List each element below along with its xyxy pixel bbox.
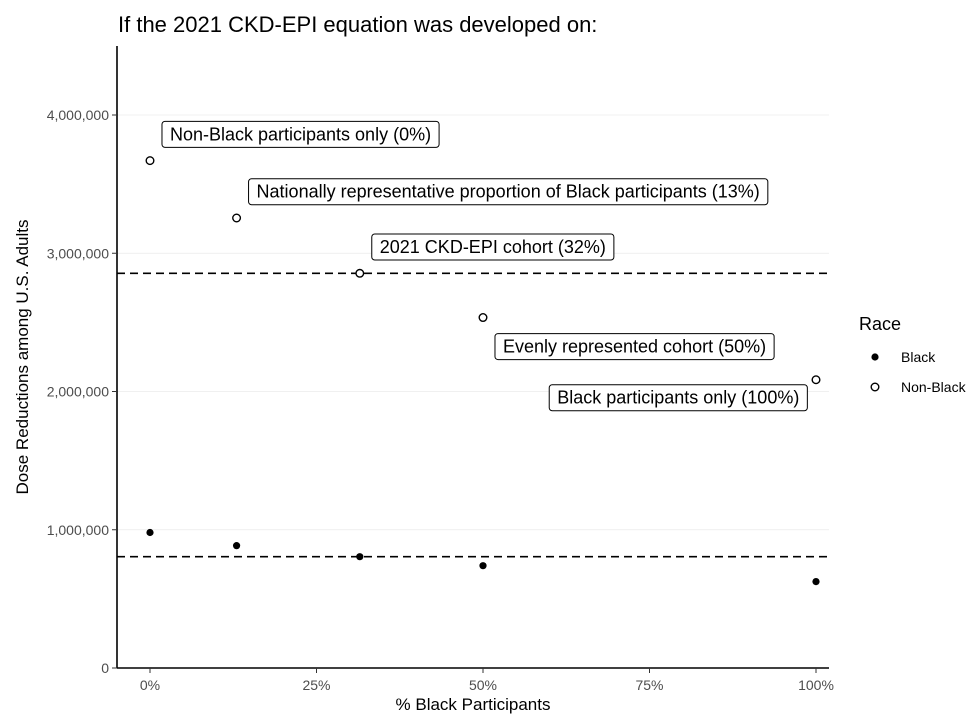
annotation-box [161, 120, 440, 148]
point-black [146, 528, 154, 537]
y-tick-label: 4,000,000 [47, 107, 109, 123]
y-axis-title: Dose Reductions among U.S. Adults [13, 220, 32, 495]
annotation-label: Non-Black participants only (0%) [161, 120, 440, 148]
y-tick-label: 3,000,000 [47, 245, 109, 261]
x-tick-label: 0% [140, 677, 160, 693]
point-non-black [232, 213, 242, 223]
legend-title: Race [859, 314, 901, 334]
annotation-text: Evenly represented cohort (50%) [503, 337, 766, 357]
axes [116, 46, 829, 669]
legend-label: Black [901, 349, 936, 365]
x-tick-label: 100% [798, 677, 834, 693]
reference-lines [117, 272, 829, 558]
point-black [232, 542, 241, 550]
chart-title: If the 2021 CKD-EPI equation was develop… [118, 12, 597, 37]
annotation-box [371, 233, 615, 261]
point-non-black [811, 375, 821, 385]
annotation-box [548, 384, 808, 412]
annotations: Non-Black participants only (0%) National… [161, 120, 808, 412]
y-tick-label: 1,000,000 [47, 522, 109, 538]
point-black [812, 577, 820, 586]
annotation-text: Nationally representative proportion of … [257, 182, 760, 202]
point-black [356, 553, 364, 561]
annotation-label: Evenly represented cohort (50%) [494, 333, 775, 361]
annotation-label: Black participants only (100%) [548, 384, 808, 412]
annotation-text: Black participants only (100%) [557, 388, 799, 408]
annotation-box [494, 333, 775, 361]
point-non-black [355, 268, 365, 278]
annotation-box [248, 178, 769, 206]
annotation-label: Nationally representative proportion of … [248, 178, 769, 206]
x-tick-label: 50% [469, 677, 497, 693]
x-tick-label: 25% [302, 677, 330, 693]
point-black [479, 562, 487, 570]
point-non-black [478, 313, 488, 323]
annotation-label: 2021 CKD-EPI cohort (32%) [371, 233, 615, 261]
ticks: 0 1,000,000 2,000,000 3,000,000 4,000,000 0% 2… [47, 107, 834, 693]
y-tick-label: 0 [101, 660, 109, 676]
legend: Race Black Non-Black [859, 314, 967, 395]
annotation-text: Non-Black participants only (0%) [170, 124, 431, 144]
grid [117, 114, 829, 531]
point-non-black [145, 156, 155, 166]
legend-label: Non-Black [901, 379, 967, 395]
annotation-text: 2021 CKD-EPI cohort (32%) [380, 237, 606, 257]
y-tick-label: 2,000,000 [47, 384, 109, 400]
legend-key-black [871, 353, 879, 361]
x-axis-title: % Black Participants [396, 695, 551, 714]
data-points [145, 156, 821, 586]
legend-key-non-black [870, 382, 880, 392]
x-tick-label: 75% [635, 677, 663, 693]
